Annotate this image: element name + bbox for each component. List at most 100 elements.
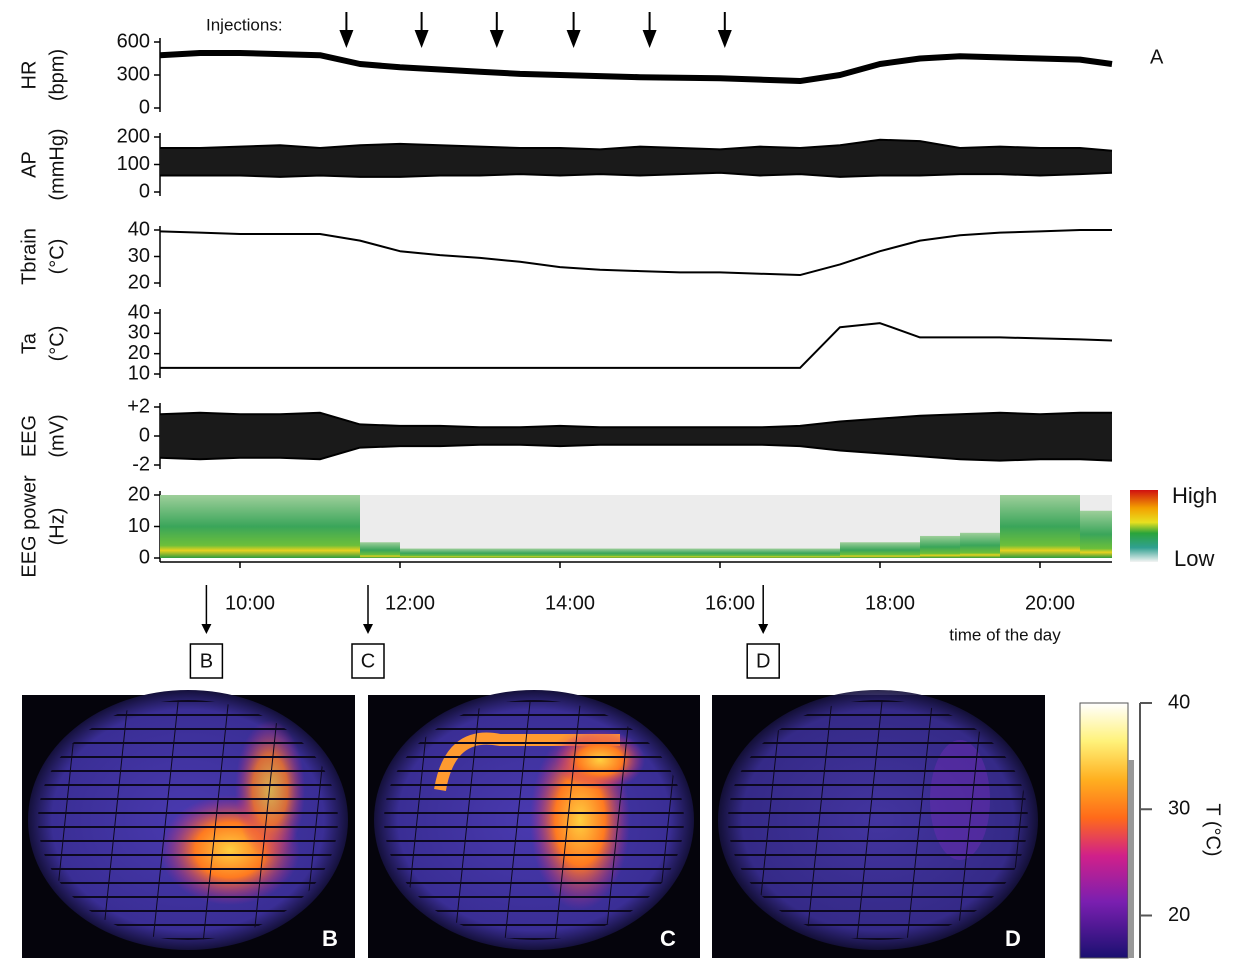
power-band xyxy=(520,548,560,558)
injection-arrow-head xyxy=(642,30,657,48)
colorbar-bracket xyxy=(1128,760,1134,958)
injection-arrow-head xyxy=(414,30,429,48)
y-tick-label: +2 xyxy=(127,395,150,417)
x-tick-label: 14:00 xyxy=(545,592,595,614)
power-band xyxy=(240,495,280,558)
power-band xyxy=(480,548,520,558)
thermal-scale-label: T (°C) xyxy=(1202,803,1224,856)
y-axis-label: (°C) xyxy=(46,326,68,362)
power-band xyxy=(920,535,960,558)
y-axis-label: (mmHg) xyxy=(46,128,68,200)
y-tick-label: 0 xyxy=(139,424,150,446)
y-axis-label: AP xyxy=(18,151,40,178)
thermal-image: D xyxy=(712,690,1045,958)
power-band xyxy=(880,542,920,558)
power-band xyxy=(1000,495,1040,558)
image-label: C xyxy=(660,926,676,951)
y-tick-label: 20 xyxy=(128,483,150,505)
y-tick-label: 0 xyxy=(139,546,150,568)
x-tick-label: 16:00 xyxy=(705,592,755,614)
thermal-tick-label: 20 xyxy=(1168,904,1190,926)
y-tick-label: 10 xyxy=(128,362,150,384)
y-axis-label: Tbrain xyxy=(18,228,40,285)
snapshot-label: D xyxy=(756,650,770,672)
snapshot-label: B xyxy=(200,650,213,672)
injection-arrow-head xyxy=(339,30,354,48)
power-band xyxy=(440,548,480,558)
y-tick-label: 20 xyxy=(128,271,150,293)
y-tick-label: 30 xyxy=(128,322,150,344)
y-axis-label: (bpm) xyxy=(46,49,68,101)
power-band xyxy=(560,548,600,558)
band-lower xyxy=(159,443,1113,462)
trace xyxy=(159,50,1113,85)
power-band xyxy=(760,548,800,558)
injection-arrow-head xyxy=(489,30,504,48)
injection-arrow-head xyxy=(566,30,581,48)
power-band xyxy=(1040,495,1080,558)
power-band xyxy=(400,548,440,558)
y-tick-label: 40 xyxy=(128,218,150,240)
power-band xyxy=(1080,510,1112,558)
snapshot-arrow-head xyxy=(201,624,212,634)
power-band xyxy=(640,548,680,558)
image-label: D xyxy=(1005,926,1021,951)
power-band xyxy=(800,548,840,558)
power-band xyxy=(600,548,640,558)
thermal-tick-label: 40 xyxy=(1168,691,1190,713)
snapshot-arrow-head xyxy=(363,624,373,634)
y-axis-label: (°C) xyxy=(46,239,68,275)
band-lower xyxy=(160,171,1113,178)
y-tick-label: 600 xyxy=(117,30,150,52)
x-tick-label: 18:00 xyxy=(865,592,915,614)
power-band xyxy=(960,532,1000,558)
thermal-tick-label: 30 xyxy=(1168,798,1190,820)
snapshot-box xyxy=(746,643,780,679)
y-tick-label: 200 xyxy=(117,125,150,147)
y-tick-label: 0 xyxy=(139,180,150,202)
power-colorbar xyxy=(1130,490,1158,562)
injection-arrow-head xyxy=(717,30,732,48)
power-low-label: Low xyxy=(1174,546,1214,571)
x-tick-label: 12:00 xyxy=(385,592,435,614)
thermal-image: B xyxy=(22,690,355,958)
trace xyxy=(160,322,1113,369)
thermal-colorbar xyxy=(1079,702,1129,959)
power-band xyxy=(680,548,720,558)
y-tick-label: -2 xyxy=(132,453,150,475)
power-band xyxy=(200,495,240,558)
injections-label: Injections: xyxy=(206,15,283,34)
y-tick-label: 100 xyxy=(117,153,150,175)
power-band xyxy=(720,548,760,558)
x-tick-label: 10:00 xyxy=(225,592,275,614)
band-fill xyxy=(160,139,1112,177)
x-axis-label: time of the day xyxy=(949,625,1061,644)
power-band xyxy=(320,495,360,558)
y-axis-label: HR xyxy=(18,61,40,90)
y-tick-label: 300 xyxy=(117,63,150,85)
band-upper xyxy=(160,138,1113,152)
snapshot-arrow-head xyxy=(758,624,769,634)
x-tick-label: 20:00 xyxy=(1025,592,1075,614)
band-fill xyxy=(160,412,1112,461)
power-high-label: High xyxy=(1172,483,1217,508)
y-tick-label: 10 xyxy=(128,515,150,537)
snapshot-label: C xyxy=(361,650,375,672)
trace xyxy=(159,229,1112,277)
y-tick-label: 0 xyxy=(139,96,150,118)
power-band xyxy=(280,495,320,558)
thermal-images: B C D xyxy=(22,690,1141,959)
y-axis-label: EEG power xyxy=(18,475,40,578)
y-axis-label: EEG xyxy=(18,415,40,457)
y-tick-label: 40 xyxy=(128,301,150,323)
snapshot-box xyxy=(189,643,224,679)
thermal-image: C xyxy=(368,690,700,958)
power-band xyxy=(160,495,200,558)
image-label: B xyxy=(322,926,338,951)
power-band xyxy=(840,542,880,558)
y-tick-label: 30 xyxy=(128,245,150,267)
snapshot-box xyxy=(351,643,385,679)
power-band xyxy=(360,542,400,558)
band-upper xyxy=(159,411,1112,429)
